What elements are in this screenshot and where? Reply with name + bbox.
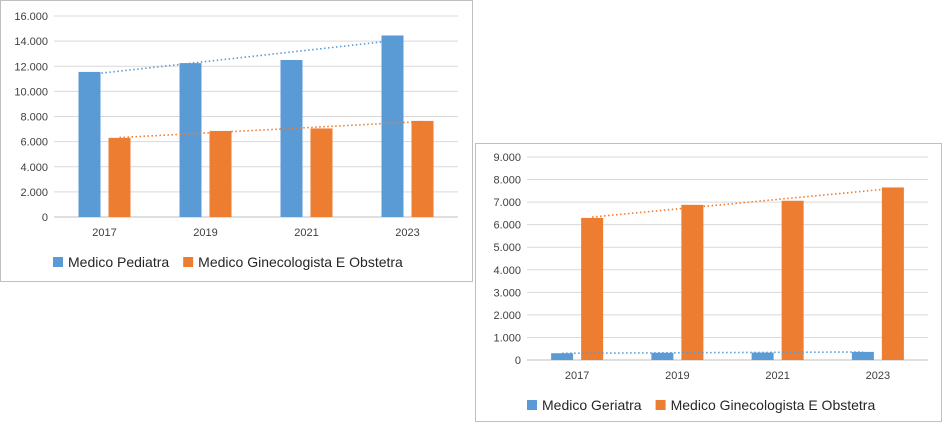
legend-label: Medico Ginecologista E Obstetra — [198, 254, 403, 270]
y-tick-label: 4.000 — [20, 162, 48, 174]
chart-1-svg: 0 2.000 4.000 6.000 8.000 10.000 12.000 14.000 1… — [14, 11, 458, 270]
y-tick-label: 1.000 — [493, 332, 521, 344]
x-tick-label: 2023 — [866, 370, 890, 382]
trendline-medico-pediatra — [89, 39, 393, 76]
x-tick-label: 2017 — [92, 227, 116, 239]
x-tick-label: 2019 — [193, 227, 217, 239]
bar-medico-ginecologista-e-obstetra-2023 — [411, 120, 434, 217]
bar-medico-pediatra-2019 — [179, 63, 202, 217]
bar-medico-geriatra-2017 — [551, 353, 574, 360]
y-tick-label: 3.000 — [493, 287, 521, 299]
bar-medico-ginecologista-e-obstetra-2017 — [581, 217, 604, 360]
bar-medico-ginecologista-e-obstetra-2017 — [108, 137, 131, 217]
legend-swatch — [53, 257, 63, 267]
y-tick-label: 12.000 — [14, 61, 48, 73]
x-tick-label: 2017 — [565, 370, 589, 382]
x-tick-label: 2023 — [395, 227, 419, 239]
trendline-medico-ginecologista-e-obstetra — [119, 120, 423, 139]
x-tick-label: 2021 — [294, 227, 318, 239]
y-tick-label: 8.000 — [20, 112, 48, 124]
y-tick-label: 7.000 — [493, 197, 521, 209]
legend-label: Medico Geriatra — [542, 397, 642, 413]
y-tick-label: 9.000 — [493, 152, 521, 164]
legend-label: Medico Ginecologista E Obstetra — [671, 397, 876, 413]
trendline-medico-geriatra — [562, 351, 863, 355]
y-tick-label: 5.000 — [493, 242, 521, 254]
y-tick-label: 16.000 — [14, 11, 48, 23]
chart-geriatra-ginecologista: 0 1.000 2.000 3.000 4.000 5.000 6.000 7.000 8.00… — [475, 143, 942, 422]
bar-medico-ginecologista-e-obstetra-2021 — [310, 128, 333, 217]
bar-medico-ginecologista-e-obstetra-2023 — [881, 187, 904, 360]
y-tick-label: 2.000 — [20, 187, 48, 199]
y-tick-label: 10.000 — [14, 86, 48, 98]
y-tick-label: 0 — [42, 212, 48, 224]
bar-medico-ginecologista-e-obstetra-2019 — [209, 130, 232, 217]
x-tick-label: 2021 — [765, 370, 789, 382]
y-tick-label: 6.000 — [20, 137, 48, 149]
y-tick-label: 4.000 — [493, 265, 521, 277]
bar-medico-geriatra-2019 — [651, 352, 674, 360]
x-tick-label: 2019 — [665, 370, 689, 382]
y-tick-label: 2.000 — [493, 310, 521, 322]
bar-medico-pediatra-2023 — [381, 35, 404, 217]
legend-label: Medico Pediatra — [68, 254, 169, 270]
trendline-medico-ginecologista-e-obstetra — [592, 187, 893, 218]
y-tick-label: 0 — [515, 355, 521, 367]
bar-medico-ginecologista-e-obstetra-2019 — [681, 204, 704, 360]
bar-medico-pediatra-2017 — [78, 71, 101, 217]
bar-medico-geriatra-2021 — [751, 352, 774, 360]
legend-swatch — [527, 400, 537, 410]
bar-medico-pediatra-2021 — [280, 59, 303, 217]
y-tick-label: 14.000 — [14, 36, 48, 48]
legend-swatch — [655, 400, 666, 410]
y-tick-label: 6.000 — [493, 220, 521, 232]
legend-swatch — [183, 257, 194, 267]
bar-medico-ginecologista-e-obstetra-2021 — [781, 200, 804, 360]
y-tick-label: 8.000 — [493, 175, 521, 187]
chart-pediatra-ginecologista: 0 2.000 4.000 6.000 8.000 10.000 12.000 14.000 1… — [0, 0, 473, 282]
chart-2-svg: 0 1.000 2.000 3.000 4.000 5.000 6.000 7.000 8.00… — [493, 152, 928, 413]
bar-medico-geriatra-2023 — [851, 351, 874, 360]
